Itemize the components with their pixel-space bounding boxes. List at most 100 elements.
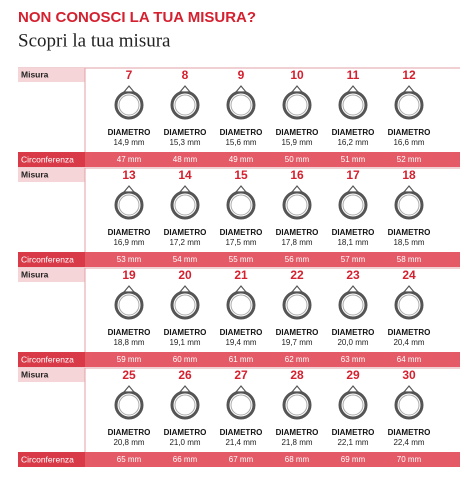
diameter-value: 16,6 mm xyxy=(393,138,424,147)
size-number: 21 xyxy=(234,268,248,282)
ring-stone xyxy=(346,85,360,93)
size-number: 11 xyxy=(347,68,360,82)
circumference-label: Circonferenza xyxy=(21,454,74,464)
size-number: 7 xyxy=(126,68,133,82)
ring-stone xyxy=(346,185,360,193)
size-number: 14 xyxy=(178,168,192,182)
ring-stone xyxy=(122,385,136,393)
diameter-value: 20,8 mm xyxy=(113,438,144,447)
ring-inner xyxy=(286,294,308,316)
diameter-value: 17,5 mm xyxy=(225,238,256,247)
diameter-value: 22,1 mm xyxy=(337,438,368,447)
diameter-label: DIAMETRO xyxy=(108,128,151,137)
circumference-label-cell xyxy=(18,152,85,167)
diameter-label: DIAMETRO xyxy=(164,228,207,237)
ring-stone xyxy=(122,285,136,293)
ring-stone xyxy=(290,85,304,93)
circumference-value: 70 mm xyxy=(397,455,422,464)
circumference-value: 64 mm xyxy=(397,355,422,364)
circumference-value: 67 mm xyxy=(229,455,254,464)
circumference-value: 62 mm xyxy=(285,355,310,364)
ring-inner xyxy=(174,194,196,216)
ring-inner xyxy=(118,394,140,416)
circumference-value: 53 mm xyxy=(117,255,142,264)
size-number: 15 xyxy=(234,168,248,182)
ring-inner xyxy=(118,294,140,316)
diameter-value: 15,3 mm xyxy=(169,138,200,147)
circumference-row xyxy=(18,252,460,267)
ring-inner xyxy=(118,194,140,216)
circumference-value: 61 mm xyxy=(229,355,254,364)
diameter-value: 17,2 mm xyxy=(169,238,200,247)
ring-inner xyxy=(342,94,364,116)
ring-stone xyxy=(402,385,416,393)
diameter-label: DIAMETRO xyxy=(276,328,319,337)
ring-inner xyxy=(398,294,420,316)
diameter-value: 14,9 mm xyxy=(113,138,144,147)
circumference-label: Circonferenza xyxy=(21,354,74,364)
circumference-value: 47 mm xyxy=(117,155,142,164)
title: NON CONOSCI LA TUA MISURA? xyxy=(18,9,256,26)
size-number: 29 xyxy=(346,368,360,382)
diameter-label: DIAMETRO xyxy=(332,228,375,237)
circumference-value: 57 mm xyxy=(341,255,366,264)
ring-stone xyxy=(346,385,360,393)
circumference-label-cell xyxy=(18,352,85,367)
diameter-value: 18,1 mm xyxy=(337,238,368,247)
ring-stone xyxy=(178,85,192,93)
diameter-label: DIAMETRO xyxy=(388,128,431,137)
size-label-cell xyxy=(18,168,85,182)
size-label: Misura xyxy=(21,169,49,179)
ring-stone xyxy=(402,285,416,293)
diameter-label: DIAMETRO xyxy=(332,128,375,137)
size-label: Misura xyxy=(21,369,49,379)
circumference-value: 51 mm xyxy=(341,155,366,164)
diameter-label: DIAMETRO xyxy=(164,428,207,437)
ring-inner xyxy=(398,394,420,416)
diameter-value: 19,4 mm xyxy=(225,338,256,347)
diameter-label: DIAMETRO xyxy=(388,328,431,337)
ring-stone xyxy=(178,185,192,193)
circumference-label-cell xyxy=(18,252,85,267)
circumference-value: 55 mm xyxy=(229,255,254,264)
diameter-label: DIAMETRO xyxy=(388,228,431,237)
size-number: 17 xyxy=(346,168,360,182)
circumference-value: 48 mm xyxy=(173,155,198,164)
ring-inner xyxy=(118,94,140,116)
circumference-value: 68 mm xyxy=(285,455,310,464)
circumference-row xyxy=(18,352,460,367)
circumference-value: 50 mm xyxy=(285,155,310,164)
size-label-cell xyxy=(18,368,85,382)
circumference-value: 56 mm xyxy=(285,255,310,264)
diameter-value: 21,8 mm xyxy=(281,438,312,447)
diameter-label: DIAMETRO xyxy=(332,328,375,337)
diameter-value: 21,4 mm xyxy=(225,438,256,447)
circumference-value: 52 mm xyxy=(397,155,422,164)
size-number: 28 xyxy=(290,368,304,382)
diameter-label: DIAMETRO xyxy=(220,128,263,137)
ring-inner xyxy=(230,94,252,116)
circumference-value: 60 mm xyxy=(173,355,198,364)
circumference-label-cell xyxy=(18,452,85,467)
size-number: 23 xyxy=(346,268,360,282)
diameter-value: 16,2 mm xyxy=(337,138,368,147)
size-label-cell xyxy=(18,68,85,82)
ring-inner xyxy=(230,394,252,416)
ring-stone xyxy=(234,185,248,193)
ring-inner xyxy=(342,294,364,316)
diameter-label: DIAMETRO xyxy=(276,128,319,137)
ring-stone xyxy=(290,385,304,393)
diameter-value: 18,5 mm xyxy=(393,238,424,247)
size-number: 25 xyxy=(122,368,136,382)
diameter-value: 18,8 mm xyxy=(113,338,144,347)
circumference-label: Circonferenza xyxy=(21,254,74,264)
ring-stone xyxy=(122,85,136,93)
circumference-row xyxy=(18,452,460,467)
ring-inner xyxy=(174,294,196,316)
ring-stone xyxy=(402,85,416,93)
ring-stone xyxy=(290,285,304,293)
circumference-value: 54 mm xyxy=(173,255,198,264)
diameter-value: 21,0 mm xyxy=(169,438,200,447)
diameter-value: 19,7 mm xyxy=(281,338,312,347)
